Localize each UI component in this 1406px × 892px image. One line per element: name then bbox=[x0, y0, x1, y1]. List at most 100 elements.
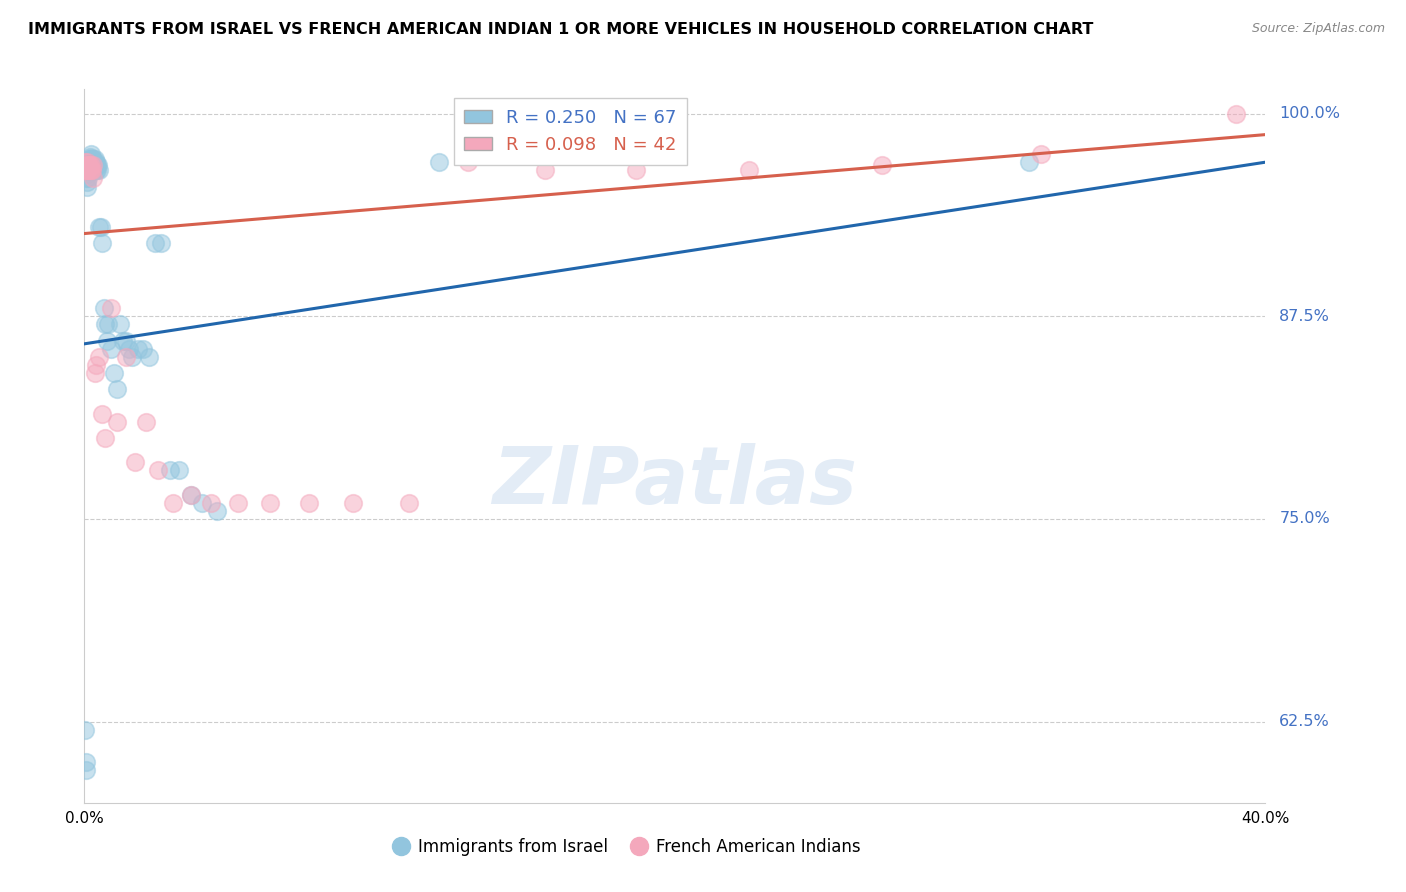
Point bbox=[82, 171, 104, 186]
Point bbox=[90, 220, 112, 235]
Point bbox=[80, 163, 103, 178]
Point bbox=[80, 158, 103, 172]
Point bbox=[159, 463, 181, 477]
Point bbox=[191, 496, 214, 510]
Point bbox=[97, 318, 120, 332]
Text: Source: ZipAtlas.com: Source: ZipAtlas.com bbox=[1251, 22, 1385, 36]
Point bbox=[75, 158, 97, 172]
Point bbox=[1029, 147, 1052, 161]
Point bbox=[114, 350, 136, 364]
Text: 62.5%: 62.5% bbox=[1279, 714, 1330, 729]
Point bbox=[118, 342, 141, 356]
Point bbox=[259, 496, 281, 510]
Point bbox=[82, 163, 104, 178]
Point bbox=[94, 318, 117, 332]
Point bbox=[457, 155, 479, 169]
Point bbox=[132, 342, 155, 356]
Point bbox=[870, 158, 893, 172]
Point bbox=[83, 158, 105, 172]
Point bbox=[83, 366, 105, 380]
Point bbox=[77, 158, 100, 172]
Point bbox=[138, 350, 160, 364]
Point bbox=[162, 496, 184, 510]
Point bbox=[75, 764, 97, 778]
Point bbox=[77, 158, 100, 172]
Text: IMMIGRANTS FROM ISRAEL VS FRENCH AMERICAN INDIAN 1 OR MORE VEHICLES IN HOUSEHOLD: IMMIGRANTS FROM ISRAEL VS FRENCH AMERICA… bbox=[28, 22, 1094, 37]
Text: 75.0%: 75.0% bbox=[1279, 511, 1330, 526]
Point bbox=[82, 152, 104, 166]
Point bbox=[84, 155, 107, 169]
Point bbox=[77, 152, 100, 166]
Point bbox=[148, 463, 170, 477]
Point bbox=[79, 163, 101, 178]
Legend: Immigrants from Israel, French American Indians: Immigrants from Israel, French American … bbox=[388, 831, 868, 863]
Point bbox=[87, 350, 111, 364]
Point bbox=[342, 496, 364, 510]
Point bbox=[82, 158, 104, 172]
Point bbox=[76, 155, 98, 169]
Point bbox=[75, 163, 97, 178]
Point bbox=[124, 455, 146, 469]
Point bbox=[76, 171, 98, 186]
Point bbox=[200, 496, 222, 510]
Point bbox=[79, 163, 101, 178]
Point bbox=[79, 150, 101, 164]
Point bbox=[83, 163, 105, 178]
Point bbox=[738, 163, 761, 178]
Point bbox=[87, 158, 110, 172]
Point bbox=[77, 158, 100, 172]
Point bbox=[94, 431, 117, 445]
Point bbox=[80, 158, 103, 172]
Point bbox=[226, 496, 249, 510]
Point bbox=[180, 488, 202, 502]
Point bbox=[127, 342, 149, 356]
Point bbox=[103, 366, 125, 380]
Point bbox=[143, 236, 166, 251]
Point bbox=[167, 463, 190, 477]
Point bbox=[80, 163, 103, 178]
Point bbox=[93, 301, 115, 315]
Point bbox=[207, 504, 229, 518]
Point bbox=[75, 171, 97, 186]
Point bbox=[86, 163, 108, 178]
Point bbox=[91, 236, 114, 251]
Point bbox=[105, 382, 128, 396]
Point bbox=[77, 158, 100, 172]
Point bbox=[91, 407, 114, 421]
Point bbox=[75, 155, 97, 169]
Point bbox=[76, 167, 98, 181]
Point bbox=[77, 163, 100, 178]
Point bbox=[135, 415, 157, 429]
Point bbox=[84, 163, 107, 178]
Point bbox=[84, 358, 107, 372]
Point bbox=[87, 220, 111, 235]
Point bbox=[80, 152, 103, 166]
Point bbox=[80, 155, 103, 169]
Point bbox=[75, 756, 97, 770]
Point bbox=[79, 155, 101, 169]
Point bbox=[86, 158, 108, 172]
Point bbox=[75, 163, 97, 178]
Point bbox=[84, 158, 107, 172]
Point bbox=[76, 179, 98, 194]
Point bbox=[76, 163, 98, 178]
Point bbox=[1018, 155, 1040, 169]
Point bbox=[79, 147, 101, 161]
Point bbox=[80, 163, 103, 178]
Point bbox=[180, 488, 202, 502]
Text: 87.5%: 87.5% bbox=[1279, 309, 1330, 324]
Point bbox=[79, 152, 101, 166]
Point bbox=[80, 155, 103, 169]
Point bbox=[298, 496, 321, 510]
Point bbox=[108, 318, 131, 332]
Point bbox=[534, 163, 557, 178]
Point bbox=[79, 158, 101, 172]
Point bbox=[83, 155, 105, 169]
Point bbox=[427, 155, 450, 169]
Point bbox=[96, 334, 118, 348]
Point bbox=[398, 496, 420, 510]
Point bbox=[121, 350, 143, 364]
Point bbox=[77, 163, 100, 178]
Point bbox=[76, 175, 98, 189]
Point bbox=[82, 152, 104, 166]
